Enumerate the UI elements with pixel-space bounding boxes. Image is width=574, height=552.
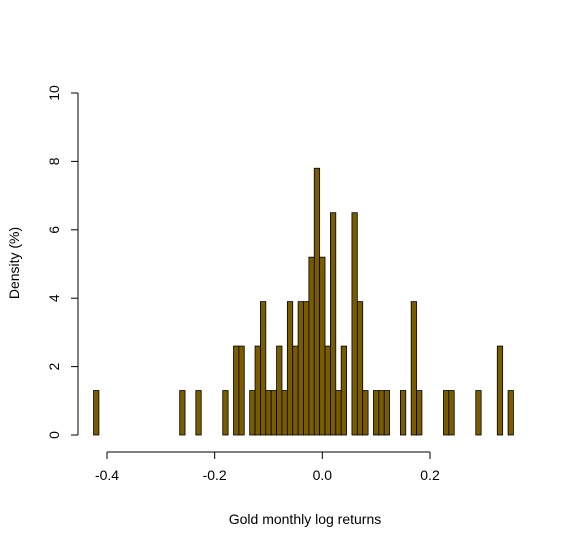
histogram-bar bbox=[335, 390, 342, 436]
histogram-bar bbox=[362, 390, 369, 436]
histogram-bar bbox=[351, 212, 358, 436]
histogram-bar bbox=[265, 390, 272, 436]
y-tick-label: 10 bbox=[46, 85, 62, 101]
histogram-bar bbox=[308, 256, 315, 436]
y-axis: 0 2 4 6 8 10 bbox=[46, 85, 79, 439]
histogram-bar bbox=[313, 167, 321, 436]
histogram-bar bbox=[507, 390, 514, 436]
histogram-bar bbox=[233, 345, 240, 436]
histogram-bar bbox=[281, 390, 288, 436]
histogram-bar bbox=[195, 390, 202, 436]
histogram-bar bbox=[373, 390, 380, 436]
histogram-bar bbox=[330, 212, 337, 436]
x-axis-label: Gold monthly log returns bbox=[229, 511, 382, 527]
y-tick-label: 2 bbox=[46, 362, 62, 370]
histogram-bar bbox=[448, 390, 455, 436]
histogram-bar bbox=[222, 390, 229, 436]
x-tick-label: 0.2 bbox=[420, 467, 440, 483]
x-tick-label: 0.0 bbox=[313, 467, 333, 483]
bars-layer bbox=[93, 167, 514, 436]
histogram-bar bbox=[319, 256, 326, 436]
y-tick-label: 0 bbox=[46, 431, 62, 439]
histogram-bar bbox=[383, 390, 391, 436]
histogram-bar bbox=[286, 301, 294, 436]
histogram-bar bbox=[356, 301, 364, 436]
x-tick-label: -0.4 bbox=[95, 467, 119, 483]
x-tick-label: -0.2 bbox=[203, 467, 227, 483]
histogram-bar bbox=[292, 345, 299, 436]
y-axis-label: Density (%) bbox=[6, 227, 22, 299]
histogram-bar bbox=[475, 390, 482, 436]
histogram-bar bbox=[297, 301, 304, 436]
y-tick-label: 6 bbox=[46, 226, 62, 234]
histogram-bar bbox=[270, 390, 277, 436]
histogram-bar bbox=[416, 390, 423, 436]
histogram-bar bbox=[276, 345, 283, 436]
histogram-bar bbox=[443, 390, 450, 436]
histogram-bar bbox=[324, 345, 331, 436]
histogram-bar bbox=[254, 345, 261, 436]
histogram-bar bbox=[93, 390, 100, 436]
histogram-bar bbox=[378, 390, 385, 436]
histogram-bar bbox=[260, 301, 267, 436]
histogram-bar bbox=[249, 390, 256, 436]
histogram-bar bbox=[496, 345, 504, 436]
histogram-bar bbox=[179, 390, 186, 436]
histogram-bar bbox=[410, 301, 417, 436]
histogram-bar bbox=[303, 301, 310, 436]
y-tick-label: 8 bbox=[46, 157, 62, 165]
x-axis: -0.4 -0.2 0.0 0.2 bbox=[95, 451, 440, 483]
histogram-bar bbox=[340, 345, 347, 436]
y-ticks: 0 2 4 6 8 10 bbox=[46, 85, 78, 439]
histogram-bar bbox=[399, 390, 407, 436]
y-tick-label: 4 bbox=[46, 294, 62, 302]
x-ticks: -0.4 -0.2 0.0 0.2 bbox=[95, 452, 440, 483]
histogram-bar bbox=[238, 345, 245, 436]
